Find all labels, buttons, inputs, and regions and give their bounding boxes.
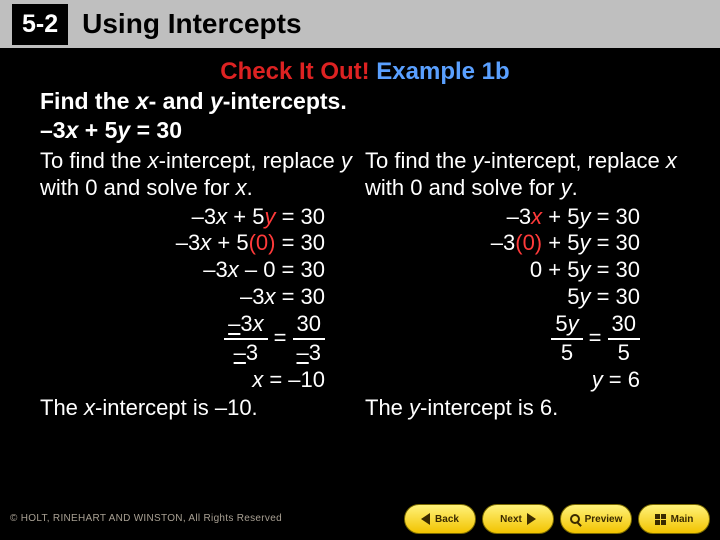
columns: To find the x-intercept, replace y with …	[40, 148, 690, 422]
left-intro: To find the x-intercept, replace y with …	[40, 148, 365, 202]
right-steps: –3x + 5y = 30 –3(0) + 5y = 30 0 + 5y = 3…	[365, 204, 690, 394]
right-conclusion: The y-intercept is 6.	[365, 395, 690, 422]
check-it-out-heading: Check It Out! Example 1b	[40, 58, 690, 86]
right-step-3: 0 + 5y = 30	[425, 257, 640, 284]
main-button[interactable]: Main	[638, 504, 710, 534]
search-icon	[570, 514, 580, 524]
left-step-3: –3x – 0 = 30	[100, 257, 325, 284]
back-icon	[421, 513, 430, 525]
lesson-title: Using Intercepts	[82, 8, 301, 40]
y-intercept-column: To find the y-intercept, replace x with …	[365, 148, 690, 422]
slide: 5-2 Using Intercepts Check It Out! Examp…	[0, 0, 720, 540]
left-step-1: –3x + 5y = 30	[100, 204, 325, 231]
check-suffix: Example 1b	[376, 58, 509, 85]
x-intercept-column: To find the x-intercept, replace y with …	[40, 148, 365, 422]
preview-button[interactable]: Preview	[560, 504, 632, 534]
left-step-6: x = –10	[100, 367, 325, 394]
right-intro: To find the y-intercept, replace x with …	[365, 148, 690, 202]
prompt: Find the x- and y-intercepts.	[40, 88, 690, 115]
right-step-2: –3(0) + 5y = 30	[425, 230, 640, 257]
back-button[interactable]: Back	[404, 504, 476, 534]
left-steps: –3x + 5y = 30 –3x + 5(0) = 30 –3x – 0 = …	[40, 204, 365, 394]
copyright-text: © HOLT, RINEHART AND WINSTON, All Rights…	[10, 513, 282, 524]
header-bar: 5-2 Using Intercepts	[0, 0, 720, 48]
footer-bar: © HOLT, RINEHART AND WINSTON, All Rights…	[0, 496, 720, 540]
left-step-2: –3x + 5(0) = 30	[100, 230, 325, 257]
right-step-5: 5y5 = 305	[425, 311, 640, 367]
grid-icon	[655, 514, 666, 525]
right-step-6: y = 6	[425, 367, 640, 394]
check-prefix: Check It Out!	[220, 58, 369, 85]
left-step-5: –3x–3 = 30–3	[100, 311, 325, 367]
right-step-4: 5y = 30	[425, 284, 640, 311]
next-icon	[527, 513, 536, 525]
left-conclusion: The x-intercept is –10.	[40, 395, 365, 422]
left-step-4: –3x = 30	[100, 284, 325, 311]
content-area: Check It Out! Example 1b Find the x- and…	[0, 52, 720, 422]
main-equation: –3x + 5y = 30	[40, 117, 690, 144]
lesson-number: 5-2	[12, 4, 68, 45]
nav-buttons: Back Next Preview Main	[404, 504, 710, 534]
right-step-1: –3x + 5y = 30	[425, 204, 640, 231]
next-button[interactable]: Next	[482, 504, 554, 534]
